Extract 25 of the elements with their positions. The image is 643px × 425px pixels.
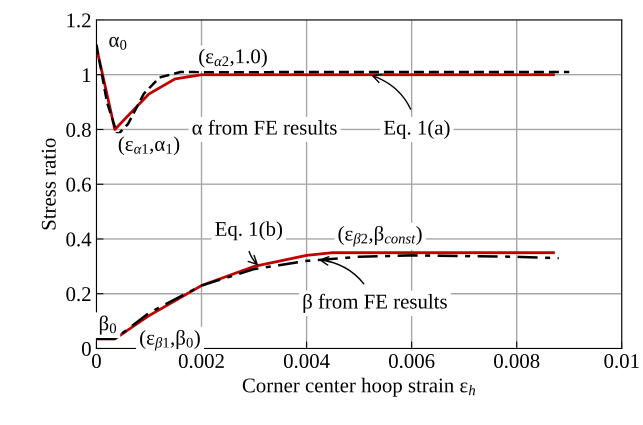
y-tick-label: 0.8 [66,122,91,138]
annotation: β$_{0}$ [100,316,116,335]
y-tick-label: 1 [83,68,90,82]
x-tick-label: 0.002 [178,354,224,368]
annotation: (ε$_{α1}$,α$_{1}$) [118,136,180,156]
y-tick-label: 0 [82,342,91,356]
x-tick-label: 0.01 [604,354,639,368]
annotation: (ε$_{α2}$,1.0) [199,48,267,68]
x-tick-label: 0.008 [494,354,540,368]
x-tick-label: 0 [92,354,101,368]
annotation: α$_{0}$ [109,36,126,50]
y-tick-label: 0.6 [66,178,91,192]
x-axis-title: Corner center hoop strain ε$_{h}$ [242,378,476,397]
y-axis-title: Stress ratio [42,138,56,230]
annotation: Eq. 1(a) [384,120,450,139]
y-tick-label: 0.4 [66,232,92,247]
annotation: Eq. 1(b) [215,221,282,240]
annotation: (ε$_{β2}$,β$_{const}$) [338,226,422,246]
annotation: α from FE results [192,120,337,135]
y-tick-label: 0.2 [66,287,90,302]
annotation: (ε$_{β1}$,β$_{0}$) [140,330,200,351]
x-tick-label: 0.004 [284,354,330,368]
y-tick-label: 1.2 [67,13,90,28]
x-tick-label: 0.006 [389,354,434,368]
annotation: β from FE results [304,294,447,313]
